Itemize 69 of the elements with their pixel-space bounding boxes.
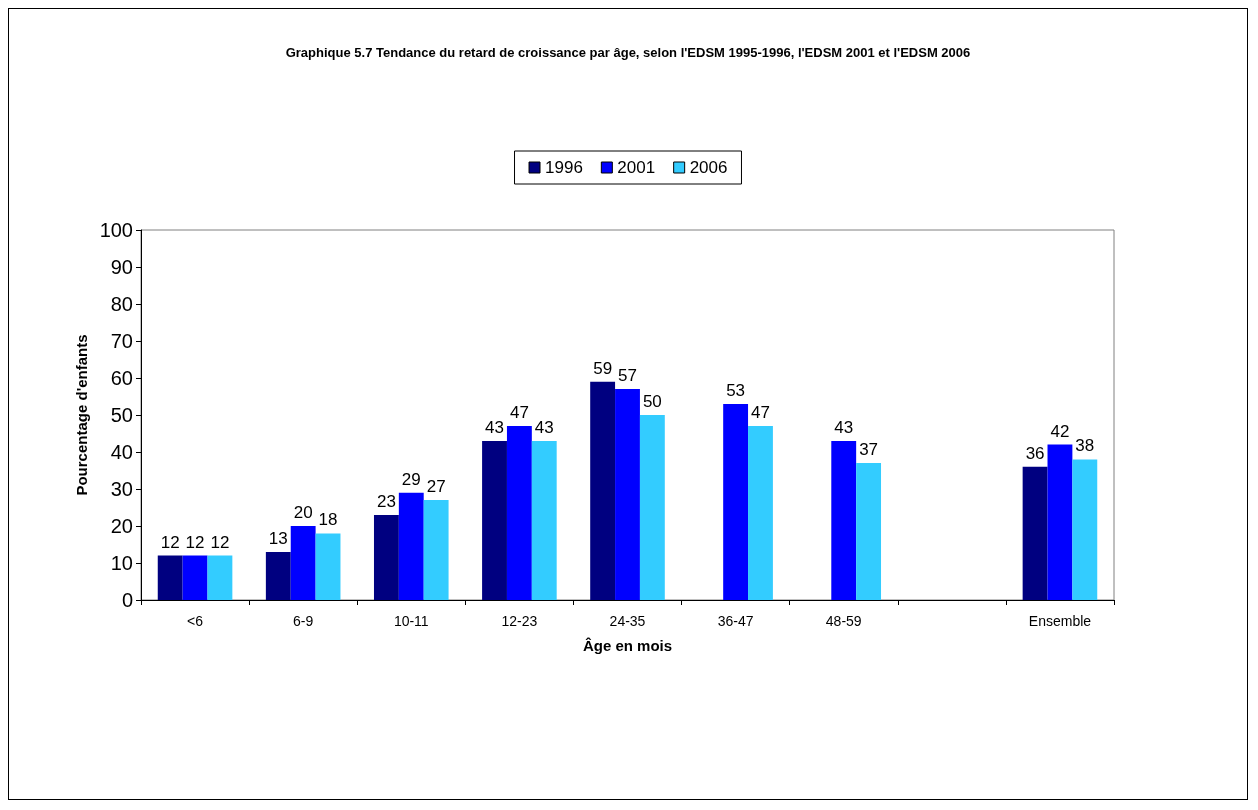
data-label: 36 [1025,443,1045,463]
legend-label: 1996 [545,158,583,177]
bar [157,555,183,600]
data-label: 37 [859,440,879,460]
data-label: 59 [593,358,613,378]
data-label: 12 [210,532,230,552]
data-label: 23 [376,491,396,511]
data-label: 29 [401,469,421,489]
x-tick-label: 6-9 [293,613,314,629]
bar [373,514,399,600]
data-label: 57 [618,366,637,386]
data-label: 12 [160,532,180,552]
x-tick-label: Ensemble [1028,613,1092,629]
bar [531,440,557,600]
data-label: 43 [534,417,554,437]
bar [639,415,665,600]
legend-label: 2001 [617,158,656,177]
y-tick-label: 50 [110,404,133,426]
data-label: 38 [1075,436,1095,456]
data-label: 47 [751,403,770,423]
bar [423,500,449,600]
y-tick-label: 0 [121,589,133,611]
data-label: 20 [293,503,313,522]
y-tick-label: 20 [110,515,133,537]
bar [398,492,424,600]
bar [207,555,233,600]
y-tick-label: 90 [110,256,133,278]
x-tick-label: 12-23 [501,613,538,629]
data-label: 27 [426,477,446,497]
x-tick-label: 48-59 [825,613,862,629]
bar [290,526,316,600]
x-tick-label: 24-35 [609,613,646,629]
y-tick-label: 70 [110,330,133,352]
y-tick-label: 10 [110,552,133,574]
bar [265,551,291,600]
x-tick-label: <6 [187,613,204,629]
data-label: 50 [642,392,662,411]
x-axis-title: Âge en mois [582,637,673,654]
bar [856,463,882,600]
bar [506,426,532,600]
bar [1022,466,1048,600]
y-tick-label: 40 [110,441,133,463]
y-tick-label: 80 [110,293,133,315]
bar [482,440,507,600]
data-label: 43 [485,417,504,437]
bar [1047,444,1073,600]
bar [182,555,208,600]
y-tick-label: 60 [110,367,133,389]
data-label: 13 [268,528,288,548]
bar [590,381,616,600]
y-axis-title: Pourcentage d'enfants [72,334,90,496]
bar [831,440,857,600]
x-tick-label: 36-47 [717,613,754,629]
data-label: 47 [509,403,529,423]
data-label: 53 [726,380,746,400]
data-label: 12 [185,532,205,552]
bar [315,533,341,600]
data-label: 18 [318,510,338,530]
bar [1072,459,1098,600]
y-tick-label: 100 [99,219,133,241]
chart-title: Graphique 5.7 Tendance du retard de croissance par âge, selon l'EDSM 1995-1996, l'EDSM 2001 et l'EDSM 2006 [284,45,972,61]
bar [748,426,773,600]
data-label: 42 [1050,421,1070,441]
bar [723,403,749,600]
legend-label: 2006 [689,158,728,177]
bar [615,389,640,600]
data-label: 43 [834,417,854,437]
y-tick-label: 30 [110,478,133,500]
x-tick-label: 10-11 [393,613,429,629]
